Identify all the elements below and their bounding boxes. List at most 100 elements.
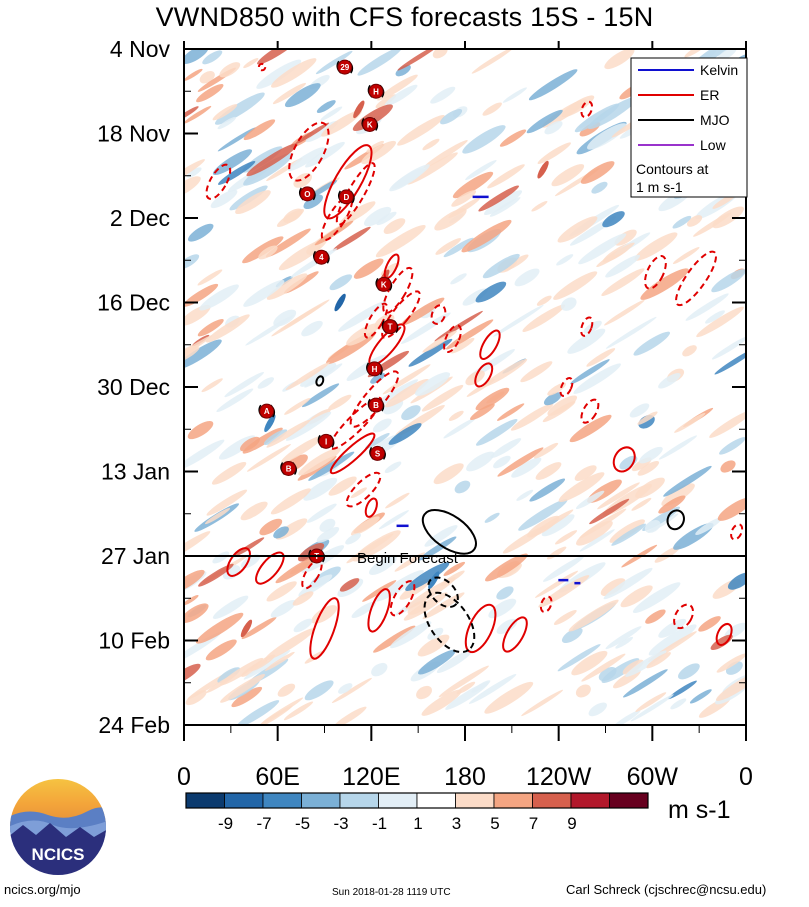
field-patch — [316, 526, 340, 543]
field-patch — [212, 149, 253, 176]
y-tick-label: 16 Dec — [97, 290, 170, 316]
field-patch — [184, 283, 219, 307]
field-patch — [217, 116, 237, 130]
field-patch — [555, 530, 578, 545]
field-patch — [184, 176, 201, 198]
field-patch — [596, 242, 635, 268]
field-patch — [266, 273, 308, 300]
field-patch — [261, 697, 304, 725]
field-patch — [351, 601, 377, 619]
field-patch — [667, 680, 697, 700]
field-patch — [461, 219, 512, 253]
field-patch — [658, 618, 687, 638]
field-patch — [466, 378, 495, 397]
field-patch — [184, 105, 212, 124]
field-patch — [264, 651, 295, 671]
colorbar-cell — [570, 792, 610, 809]
field-patch — [391, 164, 430, 189]
svg-text:NCICS: NCICS — [32, 845, 85, 864]
er-contour — [255, 551, 285, 585]
field-patch — [430, 86, 456, 104]
field-patch — [568, 599, 619, 632]
field-patch — [528, 69, 578, 101]
field-patch — [418, 536, 457, 561]
field-patch — [277, 683, 296, 697]
field-patch — [205, 639, 237, 661]
field-patch — [696, 306, 744, 338]
field-patch — [556, 254, 574, 266]
field-patch — [478, 185, 520, 212]
field-patch — [543, 392, 562, 406]
field-patch — [384, 84, 418, 107]
field-patch — [637, 460, 660, 476]
field-patch — [328, 394, 352, 411]
field-patch — [196, 84, 224, 103]
field-patch — [557, 644, 601, 672]
field-patch — [184, 595, 199, 606]
er-contour — [559, 377, 574, 397]
x-tick-label: 60E — [255, 763, 299, 791]
field-patch — [487, 164, 525, 189]
field-patch — [670, 698, 687, 710]
field-patch — [689, 689, 712, 704]
field-patch — [427, 627, 444, 640]
field-patch — [678, 663, 700, 680]
field-patch — [496, 586, 514, 600]
field-patch — [372, 418, 392, 433]
field-patch — [612, 710, 641, 725]
field-patch — [259, 518, 283, 536]
y-tick-label: 30 Dec — [97, 374, 170, 400]
field-patch — [719, 437, 746, 455]
colorbar-label: 9 — [567, 814, 576, 833]
field-patch — [484, 190, 523, 216]
colorbar-cell — [224, 792, 264, 809]
field-patch — [468, 673, 517, 704]
field-patch — [433, 463, 464, 485]
field-patch — [224, 372, 264, 398]
field-patch — [270, 488, 311, 515]
field-patch — [375, 570, 424, 602]
colorbar-label: -1 — [372, 814, 387, 833]
field-patch — [497, 447, 544, 477]
field-patch — [571, 650, 608, 676]
field-patch — [416, 685, 433, 700]
field-patch — [553, 271, 598, 300]
field-streak — [264, 414, 276, 433]
legend-label-kelvin: Kelvin — [700, 62, 738, 78]
field-patch — [308, 451, 355, 481]
field-patch — [338, 683, 353, 694]
field-patch — [217, 160, 256, 185]
field-patch — [589, 498, 630, 525]
field-patch — [424, 525, 458, 547]
field-patch — [206, 489, 248, 516]
field-patch — [216, 388, 254, 413]
field-patch — [328, 476, 357, 496]
field-patch — [579, 508, 627, 539]
y-tick-label: 24 Feb — [98, 712, 170, 738]
field-patch — [435, 238, 462, 255]
field-patch — [243, 119, 276, 141]
cyclone-marker: 4 — [313, 249, 330, 265]
field-patch — [698, 616, 721, 632]
field-patch — [484, 512, 500, 523]
field-patch — [235, 190, 271, 215]
field-patch — [440, 109, 463, 125]
field-patch — [635, 692, 667, 712]
field-patch — [365, 433, 390, 449]
field-patch — [578, 233, 627, 265]
y-tick-label: 2 Dec — [110, 205, 170, 231]
field-patch — [187, 421, 214, 440]
field-patch — [623, 669, 668, 698]
cyclone-marker-label: S — [375, 449, 381, 458]
field-patch — [465, 160, 497, 181]
cyclone-marker-label: K — [367, 120, 373, 129]
er-contour — [673, 603, 694, 630]
field-patch — [518, 499, 568, 531]
field-patch — [284, 83, 321, 108]
field-patch — [201, 378, 223, 393]
field-patch — [422, 330, 458, 353]
field-patch — [502, 87, 527, 103]
field-patch — [378, 510, 409, 530]
colorbar-cell — [609, 792, 649, 809]
